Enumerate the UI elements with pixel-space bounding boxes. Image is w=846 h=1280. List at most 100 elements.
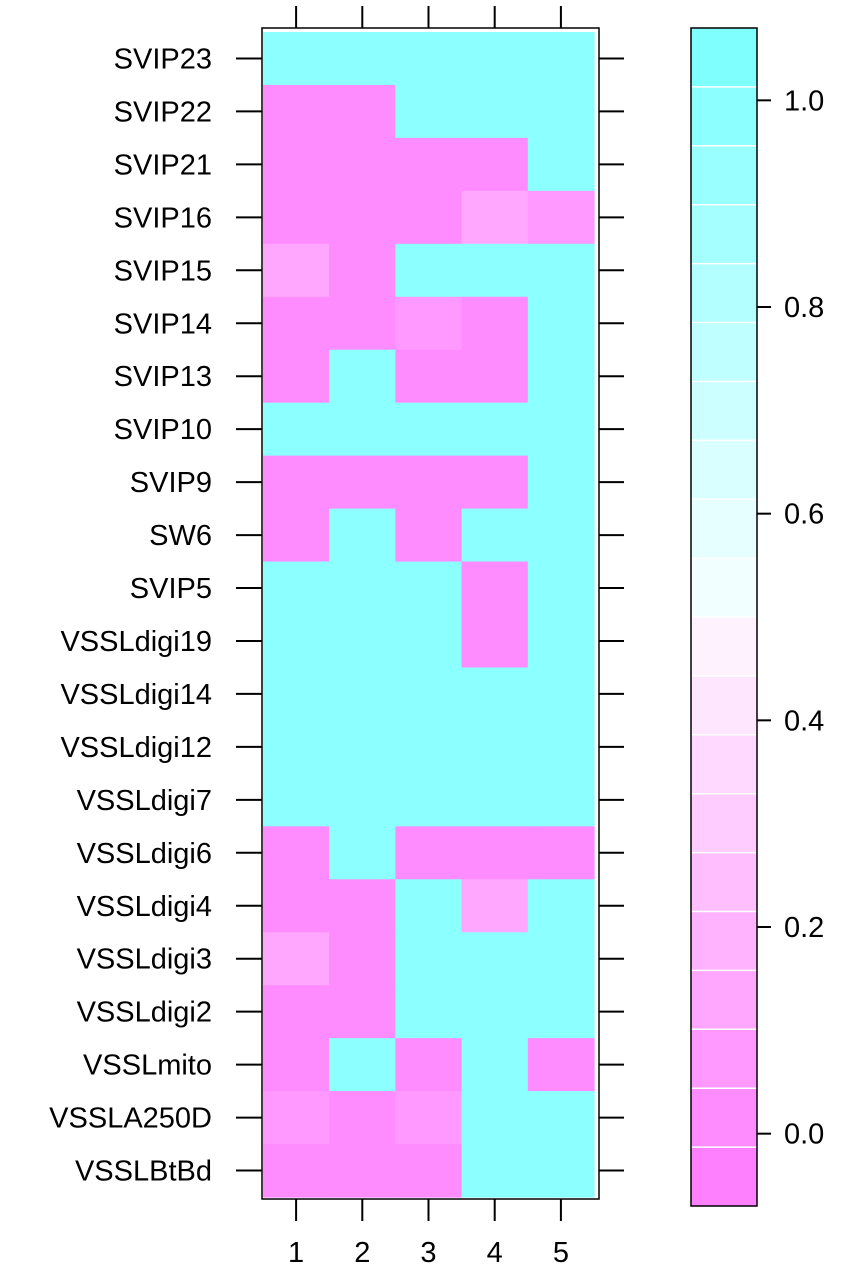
y-tick-label: SW6 [149,520,212,552]
y-tick-label: VSSLdigi19 [60,626,212,658]
colorbar-band [691,381,757,441]
colorbar-band [691,1088,757,1148]
heatmap-cell [263,455,330,510]
heatmap-cell [461,402,529,457]
y-tick-label: SVIP21 [114,149,212,181]
heatmap-cell [527,561,595,616]
heatmap-cell [263,773,330,827]
heatmap-cell [527,84,595,139]
heatmap-cell [329,402,396,457]
heatmap-cell [329,614,396,669]
colorbar-band [691,440,757,500]
heatmap-cell [461,614,529,669]
y-tick-label: VSSLdigi12 [60,732,212,764]
heatmap-cell [461,720,529,774]
colorbar-band [691,911,757,971]
heatmap-cell [461,561,529,616]
heatmap-cell [263,349,330,404]
heatmap-cell [527,826,595,880]
heatmap-cell [461,1091,529,1145]
colorbar-band [691,28,757,88]
y-tick-label: SVIP13 [114,361,212,393]
heatmap-cell [527,879,595,933]
heatmap-cell [263,720,330,774]
x-tick-label: 5 [553,1237,569,1269]
heatmap-cell [329,561,396,616]
heatmap-cell [461,243,529,298]
heatmap-cell [329,1144,396,1198]
heatmap-cell [263,1144,330,1198]
heatmap-cell [329,720,396,774]
colorbar-band [691,558,757,618]
heatmap-cell [527,773,595,827]
x-tick-label: 2 [354,1237,370,1269]
colorbar-band [691,970,757,1030]
heatmap-cell [395,614,463,669]
heatmap-cell [461,84,529,139]
colorbar-band [691,734,757,795]
heatmap-cell [329,508,396,563]
colorbar-band [691,1029,757,1089]
heatmap-cell [395,826,463,880]
heatmap-cell [461,932,529,986]
heatmap-cell [461,137,529,192]
colorbar-tick-label: 0.8 [784,292,824,324]
heatmap-cell [329,826,396,880]
x-tick-label: 4 [487,1237,503,1269]
heatmap-cell [395,32,463,86]
colorbar-tick-label: 1.0 [784,85,824,117]
heatmap-cell [263,508,330,563]
heatmap-cell [527,455,595,510]
heatmap-cell [527,614,595,669]
heatmap-cell [527,32,595,86]
heatmap-cell [461,32,529,86]
heatmap-cell [263,137,330,192]
heatmap-cell [329,932,396,986]
colorbar-tick-label: 0.4 [784,705,824,737]
heatmap-cell [395,402,463,457]
heatmap-cell [395,508,463,563]
y-tick-label: VSSLdigi2 [77,997,212,1029]
heatmap-cell [395,773,463,827]
heatmap-cell [329,32,396,86]
heatmap-cell [527,1144,595,1198]
y-tick-label: SVIP10 [114,414,212,446]
heatmap-cell [263,1091,330,1145]
heatmap-cell [395,932,463,986]
y-tick-label: VSSLdigi7 [77,785,212,817]
heatmap-cell [263,561,330,616]
y-tick-label: VSSLdigi6 [77,838,212,870]
colorbar-band [691,675,757,736]
heatmap-cell [329,296,396,351]
heatmap-cell [395,720,463,774]
heatmap-cell [329,667,396,722]
heatmap-cell [329,243,396,298]
heatmap-cell [395,296,463,351]
y-tick-label: SVIP23 [114,43,212,75]
y-tick-label: SVIP15 [114,255,212,287]
heatmap-cell [329,190,396,245]
heatmap-cell [527,720,595,774]
heatmap-cell [263,879,330,933]
heatmap-cell [329,773,396,827]
heatmap-cell [461,1038,529,1092]
heatmap-cell [461,349,529,404]
heatmap-cell [395,349,463,404]
heatmap-cell [395,1038,463,1092]
heatmap-cell [263,667,330,722]
heatmap-cell [395,1144,463,1198]
colorbar-tick-label: 0.2 [784,912,824,944]
heatmap-cell [527,932,595,986]
heatmap-cell [527,1038,595,1092]
colorbar-band [691,499,757,559]
heatmap-cell [461,1144,529,1198]
heatmap-cell [527,137,595,192]
heatmap-cells [263,32,595,1198]
heatmap-cell [329,455,396,510]
heatmap-cell [329,137,396,192]
y-tick-label: VSSLA250D [49,1103,212,1135]
heatmap-cell [461,190,529,245]
heatmap-cell [263,826,330,880]
colorbar-band [691,793,757,854]
y-tick-label: SVIP22 [114,96,212,128]
